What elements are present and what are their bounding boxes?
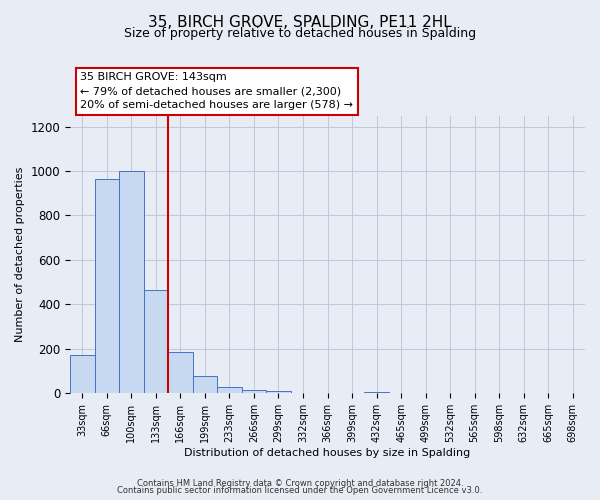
Bar [95, 179, 119, 393]
X-axis label: Distribution of detached houses by size in Spalding: Distribution of detached houses by size … [184, 448, 470, 458]
Text: 35 BIRCH GROVE: 143sqm
← 79% of detached houses are smaller (2,300)
20% of semi-: 35 BIRCH GROVE: 143sqm ← 79% of detached… [80, 72, 353, 110]
Y-axis label: Number of detached properties: Number of detached properties [15, 166, 25, 342]
Text: Contains public sector information licensed under the Open Government Licence v3: Contains public sector information licen… [118, 486, 482, 495]
Text: Size of property relative to detached houses in Spalding: Size of property relative to detached ho… [124, 28, 476, 40]
Bar [70, 355, 95, 393]
Bar [119, 171, 143, 393]
Bar [168, 352, 193, 393]
Text: 35, BIRCH GROVE, SPALDING, PE11 2HL: 35, BIRCH GROVE, SPALDING, PE11 2HL [148, 15, 452, 30]
Bar [143, 290, 168, 393]
Text: Contains HM Land Registry data © Crown copyright and database right 2024.: Contains HM Land Registry data © Crown c… [137, 478, 463, 488]
Bar [266, 390, 291, 393]
Bar [364, 392, 389, 393]
Bar [242, 390, 266, 393]
Bar [217, 388, 242, 393]
Bar [193, 376, 217, 393]
